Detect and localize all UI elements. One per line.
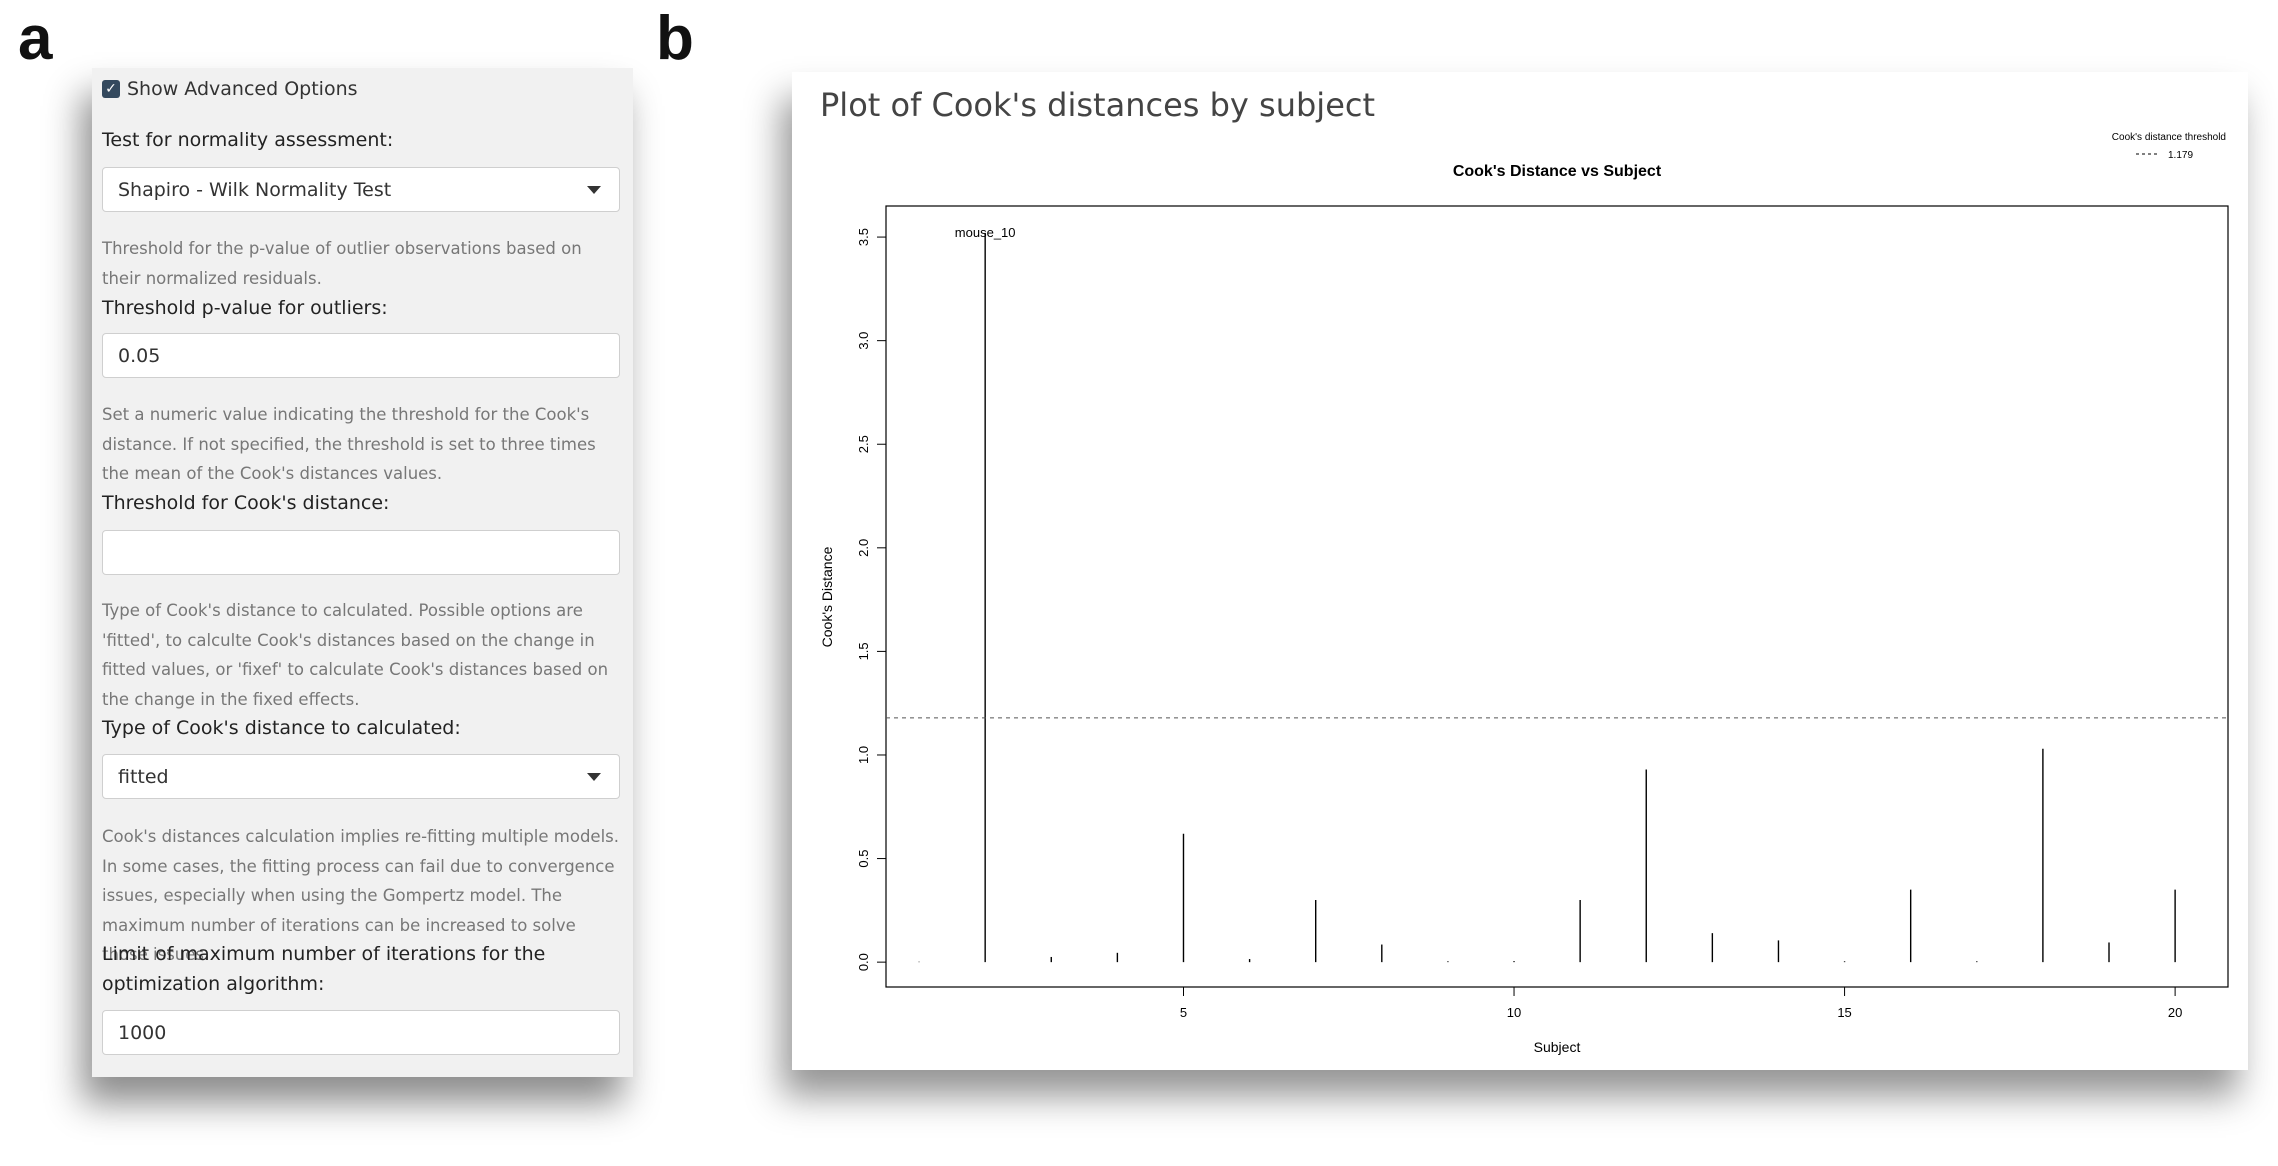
dropdown-caret-icon[interactable] — [587, 186, 601, 194]
normality-test-value: Shapiro - Wilk Normality Test — [118, 178, 392, 201]
show-advanced-options-label: Show Advanced Options — [127, 78, 358, 100]
y-tick-label: 2.0 — [856, 539, 871, 557]
dropdown-caret-icon[interactable] — [587, 773, 601, 781]
pvalue-input[interactable] — [102, 333, 620, 378]
x-tick-label: 10 — [1507, 1005, 1521, 1020]
chart-legend: Cook's distance threshold 1.179 — [2112, 132, 2226, 161]
chart-title: Cook's Distance vs Subject — [1453, 163, 1662, 180]
cook-threshold-help-text: Set a numeric value indicating the thres… — [102, 405, 596, 483]
cooks-distance-chart: Cook's Distance vs Subject Subject Cook'… — [819, 132, 2229, 1055]
panel-letter-b: b — [656, 4, 694, 73]
y-tick-label: 1.0 — [856, 746, 871, 764]
cook-threshold-input[interactable] — [102, 530, 620, 575]
x-tick-label: 15 — [1837, 1005, 1851, 1020]
cook-type-help-text: Type of Cook's distance to calculated. P… — [102, 601, 609, 709]
iterations-label: Limit of maximum number of iterations fo… — [102, 943, 546, 995]
cook-type-value: fitted — [118, 765, 169, 788]
pvalue-help-text: Threshold for the p-value of outlier obs… — [102, 239, 582, 288]
normality-test-select[interactable]: Shapiro - Wilk Normality Test — [102, 167, 620, 212]
y-tick-label: 3.0 — [856, 332, 871, 350]
cook-type-label: Type of Cook's distance to calculated: — [102, 717, 461, 739]
advanced-options-panel: ✓ Show Advanced Options Test for normali… — [92, 68, 633, 1077]
cook-type-select[interactable]: fitted — [102, 754, 620, 799]
normality-test-label: Test for normality assessment: — [102, 129, 394, 151]
y-axis-label: Cook's Distance — [819, 546, 835, 647]
outlier-annotation: mouse_10 — [955, 225, 1016, 240]
panel-letter-a: a — [18, 4, 53, 73]
y-tick-label: 1.5 — [856, 642, 871, 660]
iterations-help-text: Cook's distances calculation implies re-… — [102, 827, 619, 964]
legend-title: Cook's distance threshold — [2112, 132, 2226, 143]
plot-frame — [885, 205, 2229, 988]
y-tick-label: 0.5 — [856, 850, 871, 868]
x-tick-label: 5 — [1180, 1005, 1187, 1020]
y-tick-label: 2.5 — [856, 435, 871, 453]
cooks-distance-plot-panel: Plot of Cook's distances by subject Cook… — [792, 72, 2248, 1070]
x-axis-label: Subject — [1534, 1039, 1581, 1055]
legend-entry: 1.179 — [2168, 150, 2193, 161]
show-advanced-options-toggle[interactable]: ✓ Show Advanced Options — [102, 78, 622, 100]
iterations-input[interactable] — [102, 1010, 620, 1055]
cook-threshold-label: Threshold for Cook's distance: — [102, 492, 390, 514]
y-tick-label: 0.0 — [856, 953, 871, 971]
plot-heading: Plot of Cook's distances by subject — [820, 86, 1376, 124]
pvalue-label: Threshold p-value for outliers: — [102, 297, 388, 319]
checkbox-checked-icon[interactable]: ✓ — [102, 80, 120, 98]
x-tick-label: 20 — [2168, 1005, 2182, 1020]
y-tick-label: 3.5 — [856, 228, 871, 246]
